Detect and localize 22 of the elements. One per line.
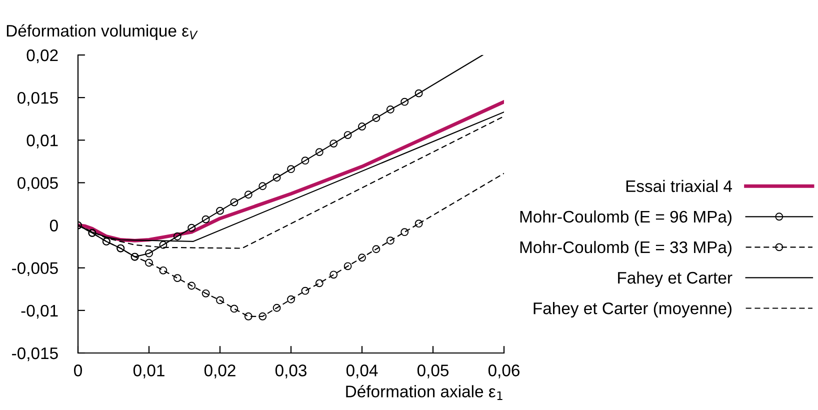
legend-label: Essai triaxial 4 bbox=[626, 180, 732, 192]
x-tick-label: 0,03 bbox=[275, 364, 306, 378]
legend-label: Mohr-Coulomb (E = 96 MPa) bbox=[520, 210, 732, 226]
x-tick-label: 0,06 bbox=[488, 364, 520, 378]
x-tick-label: 0,02 bbox=[204, 364, 236, 378]
y-tick-label: 0,02 bbox=[26, 49, 58, 64]
legend-label: Fahey et Carter (moyenne) bbox=[534, 302, 732, 318]
legend-label: Fahey et Carter bbox=[618, 271, 732, 288]
x-tick-label: 0,04 bbox=[346, 364, 378, 378]
x-tick-label: 0,05 bbox=[417, 364, 449, 378]
x-tick-label: 0,01 bbox=[133, 364, 164, 378]
legend-label: Mohr-Coulomb (E = 33 MPa) bbox=[520, 240, 732, 256]
y-tick-label: 0,01 bbox=[26, 134, 58, 148]
y-tick-label: -0,005 bbox=[12, 262, 58, 276]
x-tick-label: 0 bbox=[74, 364, 82, 376]
x-axis-title: Déformation axiale ε$_{1}$ bbox=[346, 384, 502, 400]
y-axis-title: Déformation volumique ε$_{V}$ bbox=[6, 24, 198, 40]
y-tick-label: -0,015 bbox=[12, 347, 58, 362]
y-tick-label: 0,005 bbox=[18, 177, 58, 191]
y-tick-label: 0 bbox=[50, 220, 58, 232]
y-tick-label: -0,01 bbox=[21, 304, 58, 319]
y-tick-label: 0,015 bbox=[18, 92, 58, 106]
